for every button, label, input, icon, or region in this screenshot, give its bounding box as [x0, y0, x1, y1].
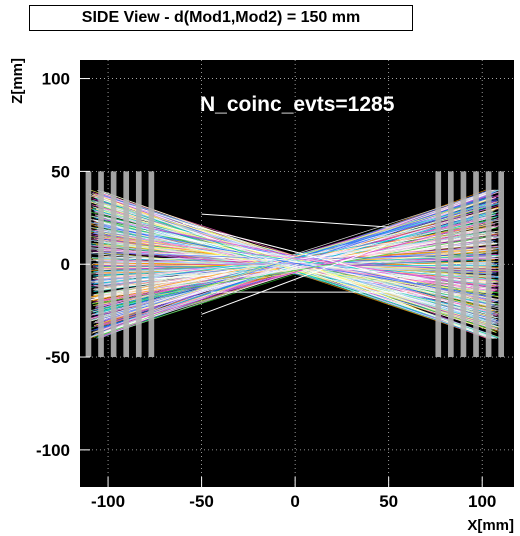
y-tick-label: 100 — [42, 70, 70, 89]
detector-layer-strip — [123, 171, 130, 358]
outlier-track — [201, 213, 389, 228]
detector-layer-strip — [98, 171, 104, 358]
track-line — [97, 189, 495, 332]
y-tick-label: -50 — [45, 348, 70, 367]
track-line — [93, 198, 492, 327]
y-tick-label: 0 — [61, 255, 70, 274]
detector-layer-strip — [473, 171, 479, 358]
detector-layer-strip — [135, 171, 142, 358]
x-tick-label: 50 — [379, 492, 398, 511]
track-line — [102, 251, 489, 260]
outlier-track — [201, 245, 386, 315]
track-line — [98, 221, 492, 309]
x-tick-label: -50 — [189, 492, 214, 511]
track-line — [96, 261, 487, 275]
y-tick-label: -100 — [36, 441, 70, 460]
x-tick-label: 0 — [290, 492, 299, 511]
detector-layer-strip — [435, 171, 442, 358]
events-count-annotation: N_coinc_evts=1285 — [200, 93, 395, 116]
detector-layer-strip — [110, 171, 117, 358]
x-tick-label: -100 — [91, 492, 125, 511]
detector-layer-strip — [498, 171, 505, 358]
track-line — [102, 190, 491, 339]
detector-layer-strip — [448, 171, 454, 358]
y-axis-title: Z[mm] — [9, 58, 26, 104]
coincidence-tracks — [89, 189, 501, 339]
detector-layer-strip — [485, 171, 492, 358]
y-tick-label: 50 — [51, 162, 70, 181]
x-tick-label: 100 — [468, 492, 496, 511]
axis-ticks: -100 -50 0 50 100 -100 -50 0 50 100 — [36, 70, 496, 511]
track-line — [97, 221, 501, 301]
detector-layer-strip — [460, 171, 467, 358]
track-line — [101, 209, 491, 339]
track-line — [98, 230, 488, 289]
track-line — [93, 238, 493, 299]
outlier-track — [182, 222, 417, 284]
track-line — [102, 225, 493, 298]
x-axis-title: X[mm] — [467, 517, 514, 534]
detector-layer-strip — [148, 171, 155, 358]
chart-title: SIDE View - d(Mod1,Mod2) = 150 mm — [29, 5, 413, 31]
track-line — [99, 218, 500, 331]
track-line — [100, 215, 497, 331]
track-line — [94, 236, 493, 287]
track-line — [92, 235, 492, 305]
